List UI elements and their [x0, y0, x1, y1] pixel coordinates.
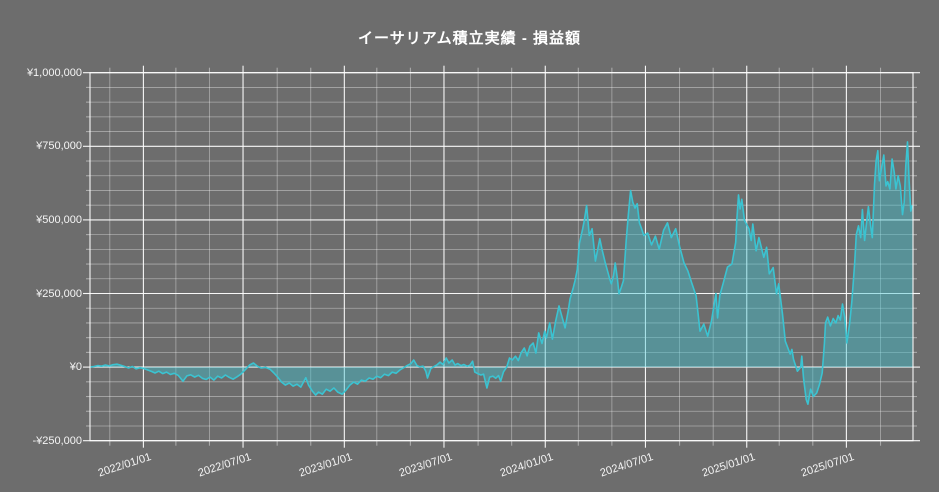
- plot-border: [89, 72, 914, 442]
- y-tick-label: ¥750,000: [36, 140, 82, 153]
- grid-minor: [90, 72, 913, 441]
- chart-title: イーサリアム積立実績 - 損益額: [358, 30, 581, 47]
- series-area: [90, 141, 913, 405]
- y-tick-label: ¥0: [69, 361, 82, 374]
- profit-area: [90, 141, 913, 405]
- y-tick-label: -¥250,000: [32, 434, 82, 447]
- y-tick-label: ¥500,000: [36, 213, 82, 226]
- axis-ticks: [83, 65, 920, 448]
- y-tick-label: ¥1,000,000: [26, 66, 82, 79]
- grid-major: [90, 72, 913, 442]
- y-tick-label: ¥250,000: [36, 287, 82, 300]
- series-line: [89, 141, 914, 405]
- profit-line: [89, 141, 914, 405]
